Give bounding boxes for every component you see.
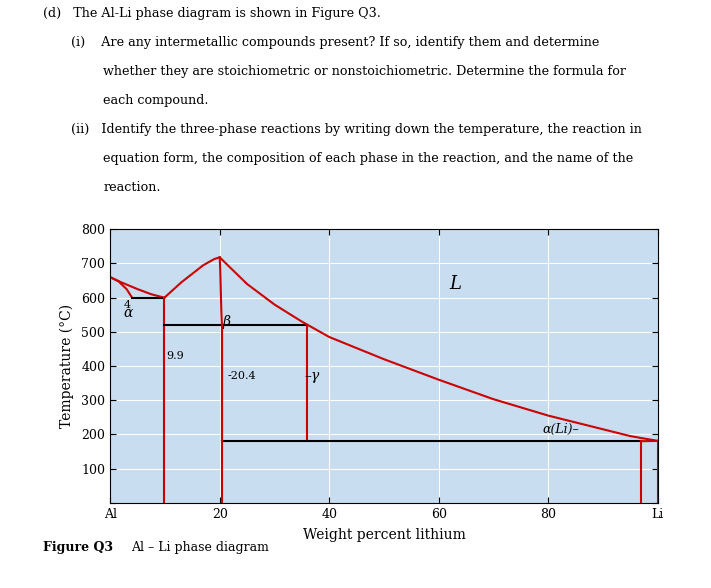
Text: each compound.: each compound.: [103, 94, 208, 107]
Text: α: α: [124, 306, 133, 320]
Text: –γ: –γ: [304, 369, 320, 383]
Text: reaction.: reaction.: [103, 181, 161, 194]
Text: β: β: [223, 315, 230, 329]
Text: whether they are stoichiometric or nonstoichiometric. Determine the formula for: whether they are stoichiometric or nonst…: [103, 65, 626, 78]
Text: equation form, the composition of each phase in the reaction, and the name of th: equation form, the composition of each p…: [103, 152, 634, 165]
Text: α(Li)–: α(Li)–: [542, 423, 579, 436]
Text: -20.4: -20.4: [228, 371, 257, 381]
Text: L: L: [449, 275, 461, 293]
X-axis label: Weight percent lithium: Weight percent lithium: [302, 527, 466, 542]
Y-axis label: Temperature (°C): Temperature (°C): [60, 304, 75, 428]
Text: 9.9: 9.9: [166, 351, 184, 361]
Text: Figure Q3: Figure Q3: [43, 541, 112, 554]
Text: 4: 4: [124, 299, 131, 309]
Text: (d)   The Al-Li phase diagram is shown in Figure Q3.: (d) The Al-Li phase diagram is shown in …: [43, 6, 380, 20]
Text: (i)    Are any intermetallic compounds present? If so, identify them and determi: (i) Are any intermetallic compounds pres…: [71, 36, 599, 49]
Text: Al – Li phase diagram: Al – Li phase diagram: [132, 541, 269, 554]
Text: (ii)   Identify the three-phase reactions by writing down the temperature, the r: (ii) Identify the three-phase reactions …: [71, 123, 642, 136]
